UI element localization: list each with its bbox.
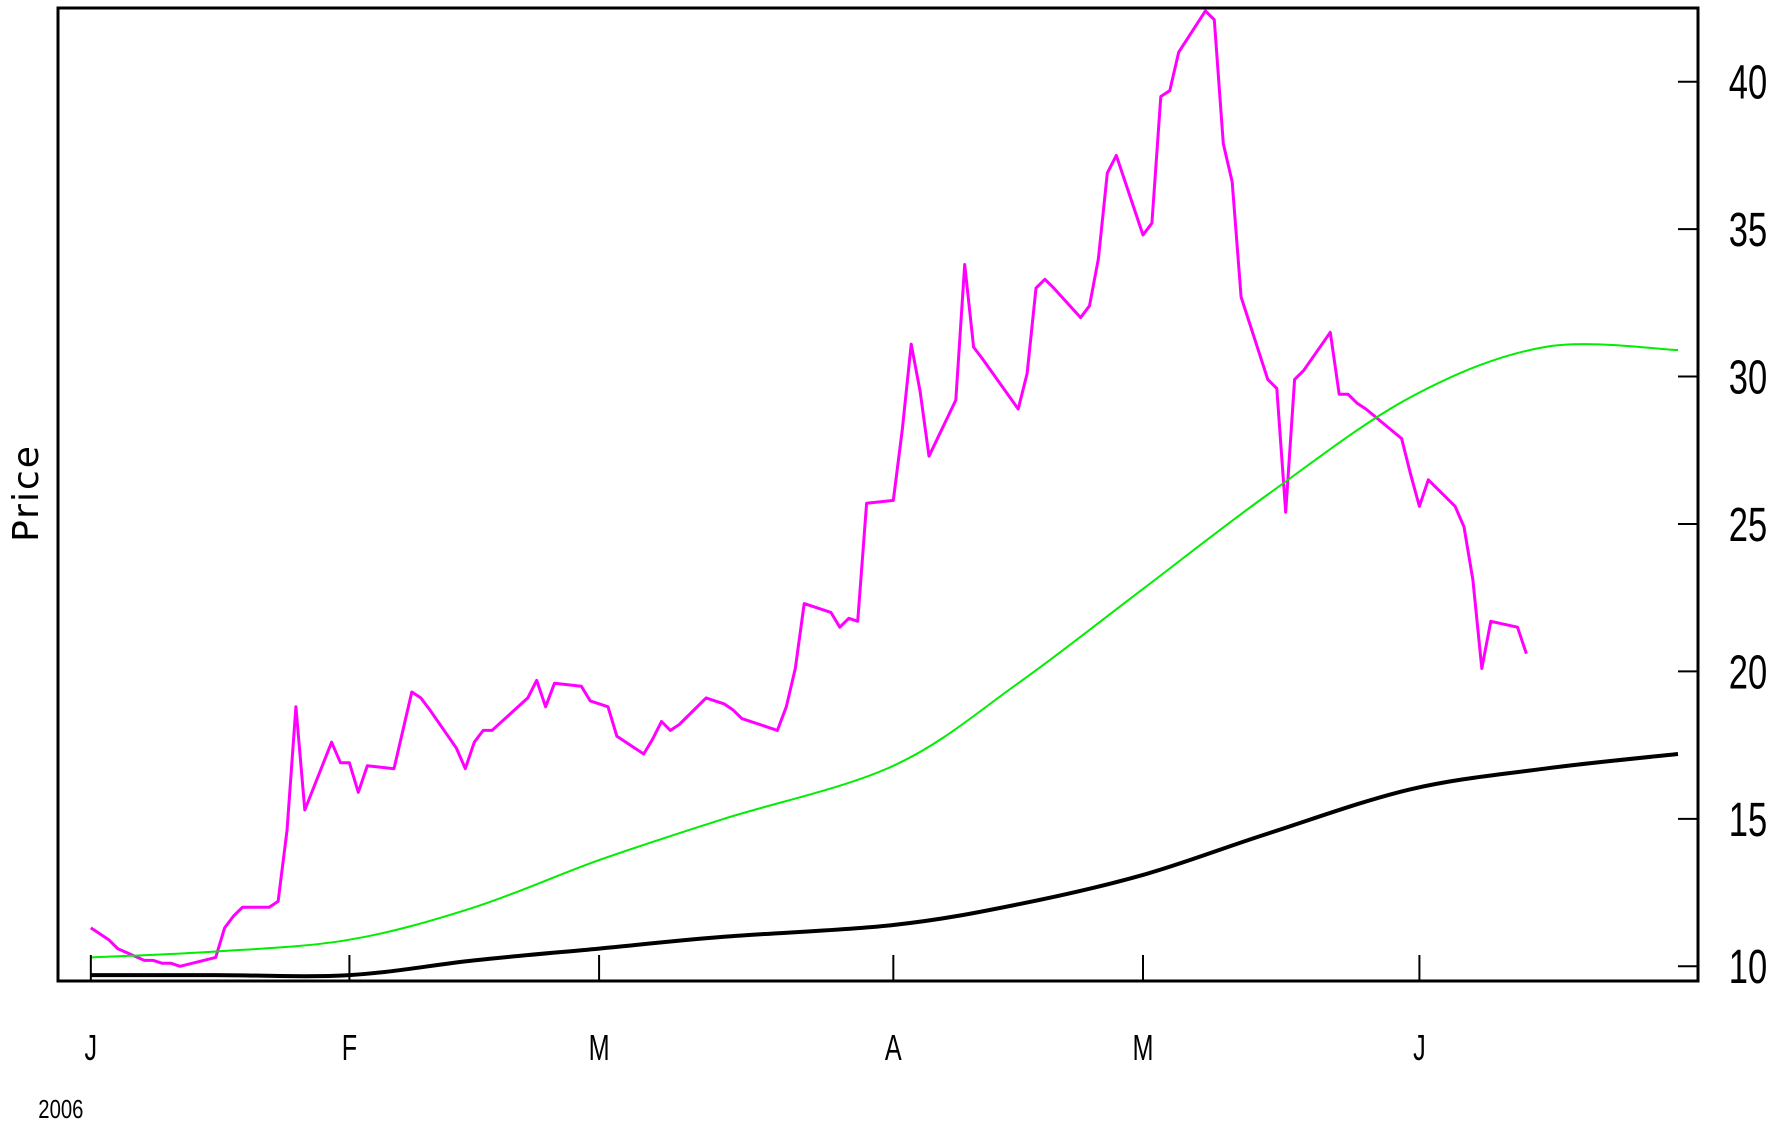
plot-frame (56, 6, 1700, 983)
y-tick-label: 35 (1729, 203, 1767, 257)
y-tick-label: 15 (1729, 792, 1767, 846)
series-price-line (89, 9, 1528, 968)
x-tick-label: F (342, 1028, 357, 1069)
y-tick-label: 10 (1729, 940, 1767, 994)
y-tick-label: 25 (1729, 497, 1767, 551)
y-axis-label: Price (6, 444, 47, 542)
series-green-line (90, 343, 1679, 959)
x-tick-label: A (885, 1028, 902, 1069)
y-tick-label: 20 (1729, 645, 1767, 699)
x-tick-label: J (1413, 1028, 1426, 1069)
y-axis: 10 15 20 25 30 35 40 (1678, 55, 1767, 994)
x-tick-label: J (85, 1028, 98, 1069)
x-tick-label: M (589, 1028, 610, 1069)
y-tick-label: 30 (1729, 350, 1767, 404)
series-layer (89, 9, 1679, 979)
year-label: 2006 (38, 1095, 83, 1124)
y-tick-label: 40 (1729, 55, 1767, 109)
x-tick-label: M (1133, 1028, 1154, 1069)
